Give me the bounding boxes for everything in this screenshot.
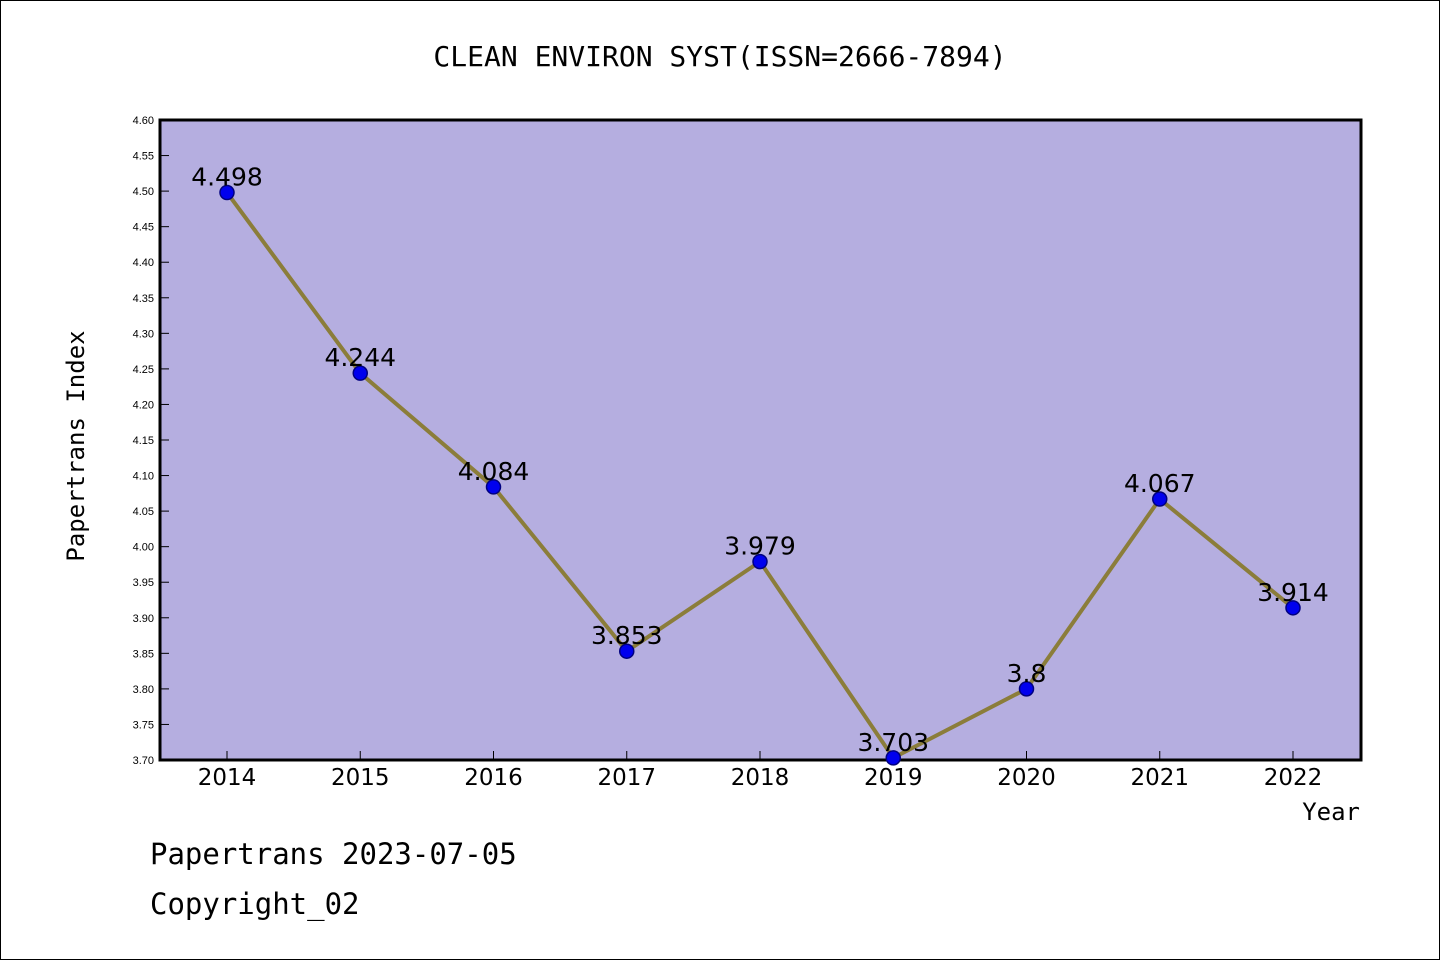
data-label: 4.498 [191,163,263,192]
x-tick-label: 2014 [198,765,257,791]
y-tick-label: 4.20 [133,399,154,411]
data-label: 4.084 [458,457,530,486]
data-point [752,553,768,570]
data-point [885,750,901,766]
data-label: 4.244 [324,343,396,372]
y-axis-ticks: 3.70 3.75 3.80 3.85 3.90 3.95 4.00 4.05 4.10 4.15… [133,115,169,767]
plot-border [158,118,1363,762]
data-label: 3.703 [857,728,929,757]
y-tick-label: 4.05 [133,506,154,518]
footer-copyright: Copyright_02 [150,887,360,922]
y-tick-label: 4.15 [133,435,154,447]
y-axis-title: Papertrans Index [62,330,90,561]
y-tick-label: 3.95 [133,577,154,589]
x-tick-label: 2015 [331,765,390,791]
data-point [219,184,235,201]
x-tick-label: 2016 [464,765,523,791]
y-tick-label: 4.50 [133,186,154,198]
y-tick-label: 3.85 [133,648,154,660]
y-tick-label: 4.10 [133,471,154,483]
y-tick-label: 4.60 [133,115,154,127]
data-label: 3.979 [724,532,796,561]
x-axis-title: Year [1302,798,1360,826]
data-label: 3.8 [1007,659,1047,688]
y-tick-label: 4.00 [133,542,154,554]
x-tick-label: 2017 [597,765,656,791]
data-point [1018,681,1035,697]
y-tick-label: 3.90 [133,613,154,625]
data-label: 4.067 [1124,469,1196,498]
x-tick-label: 2019 [864,765,923,791]
data-labels-group: 4.498 4.244 4.084 3.853 3.979 3.703 3.8 4.067 3.… [191,163,1329,757]
y-tick-label: 4.45 [133,222,154,234]
x-axis-ticks: 2014 2015 2016 2017 2018 2019 2020 2021 2022 [198,751,1323,791]
y-tick-label: 4.35 [133,293,154,305]
data-point [1152,491,1168,507]
data-point [1285,600,1301,616]
y-tick-label: 4.55 [133,151,154,163]
y-tick-label: 3.75 [133,719,154,731]
x-tick-label: 2021 [1130,765,1189,791]
y-tick-label: 4.40 [133,257,154,269]
x-tick-label: 2020 [997,765,1056,791]
x-tick-label: 2018 [731,765,790,791]
y-tick-label: 4.25 [133,364,154,376]
data-label: 3.914 [1257,578,1329,607]
data-point [485,479,502,495]
data-label: 3.853 [591,621,663,650]
y-tick-label: 4.30 [133,328,154,340]
footer-date: Papertrans 2023-07-05 [150,837,517,871]
y-tick-label: 3.80 [133,684,154,696]
data-point [352,365,368,381]
x-tick-label: 2022 [1264,765,1323,791]
plot-area [160,120,1361,760]
chart-title: CLEAN ENVIRON SYST(ISSN=2666-7894) [433,40,1006,73]
data-point [619,643,635,659]
series-group [219,184,1301,766]
y-tick-label: 3.70 [133,755,154,767]
